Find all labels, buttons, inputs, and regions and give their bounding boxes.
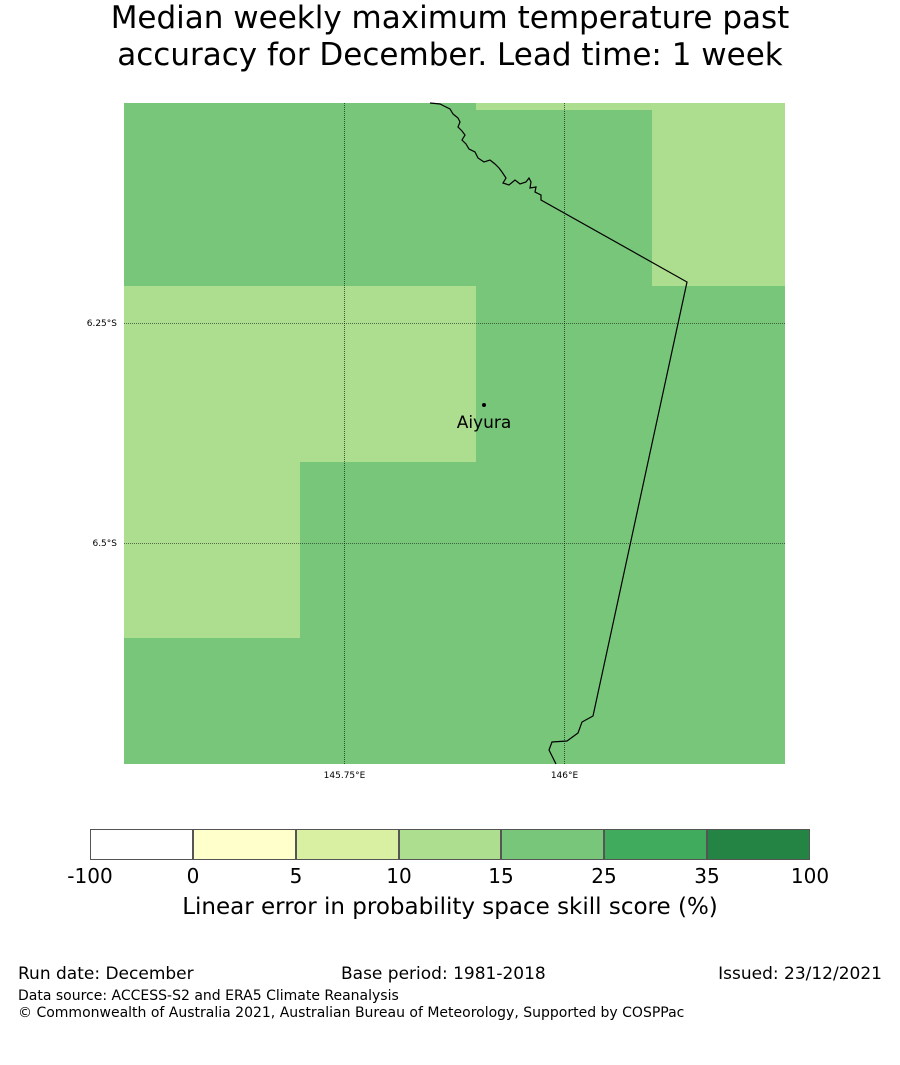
colorbar-tick: 10 (386, 864, 412, 888)
issued-date: Issued: 23/12/2021 (718, 964, 882, 984)
colorbar-tick: 15 (488, 864, 514, 888)
colorbar-bin-0 (90, 829, 193, 860)
lat-label-6-25: 6.25°S (87, 319, 118, 329)
location-dot (482, 403, 486, 407)
base-period: Base period: 1981-2018 (341, 964, 546, 984)
run-date: Run date: December (18, 964, 194, 984)
grid-cell (652, 103, 785, 286)
colorbar-tick: 35 (694, 864, 720, 888)
grid-cell (124, 462, 300, 638)
skill-grid (124, 103, 785, 764)
location-label: Aiyura (457, 413, 512, 433)
copyright: © Commonwealth of Australia 2021, Austra… (18, 1005, 685, 1021)
grid-cell (476, 103, 785, 110)
colorbar-tick: 100 (790, 864, 830, 888)
colorbar-tick: -100 (67, 864, 113, 888)
colorbar-bin-4 (501, 829, 604, 860)
axis-tick-labels: 6.25°S 6.5°S 145.75°E 146°E (87, 319, 579, 781)
map-panel: Aiyura 6.25°S 6.5°S 145.75°E 146°E (87, 102, 785, 781)
data-source: Data source: ACCESS-S2 and ERA5 Climate … (18, 988, 399, 1004)
chart-title: Median weekly maximum temperature past a… (0, 0, 900, 74)
colorbar-bin-1 (193, 829, 296, 860)
lat-label-6-5: 6.5°S (92, 539, 117, 549)
colorbar-bin-5 (604, 829, 707, 860)
lon-label-146: 146°E (551, 771, 579, 781)
colorbar-tick: 5 (289, 864, 303, 888)
colorbar-label: Linear error in probability space skill … (182, 894, 718, 920)
gridlines (124, 103, 785, 764)
colorbar-bin-2 (296, 829, 399, 860)
colorbar-tick: 25 (591, 864, 617, 888)
title-line-2: accuracy for December. Lead time: 1 week (117, 37, 783, 73)
title-line-1: Median weekly maximum temperature past (110, 0, 790, 36)
grid-cell (124, 286, 476, 462)
colorbar-bin-6 (707, 829, 810, 860)
lon-label-145-75: 145.75°E (324, 771, 366, 781)
colorbar-bin-3 (399, 829, 501, 860)
coastline-border (429, 102, 688, 765)
location-marker: Aiyura (457, 403, 512, 433)
colorbar-tick: 0 (186, 864, 200, 888)
